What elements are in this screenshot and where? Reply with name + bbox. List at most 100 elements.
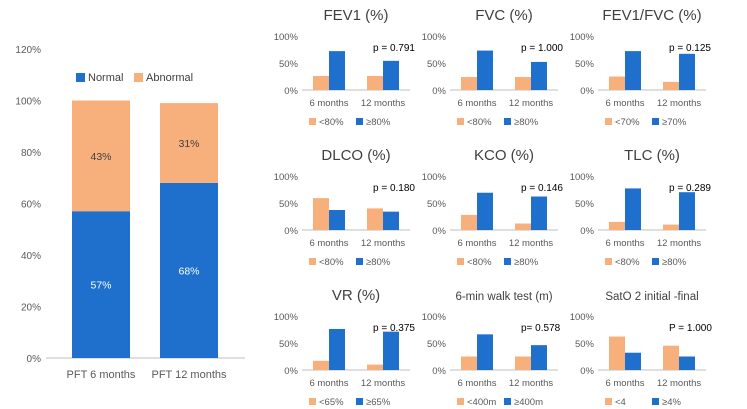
- bar-low: [367, 208, 383, 230]
- panel-chart: 6-min walk test (m) 0% 50% 100% 6 months 12 m…: [422, 291, 561, 408]
- panel-chart: FVC (%) 0% 50% 100% 6 months 12 months p = 1.0…: [422, 7, 564, 128]
- bar-high: [625, 188, 641, 230]
- bar-high: [679, 192, 695, 230]
- x-tick-label: 6 months: [457, 378, 496, 389]
- bar-high: [329, 210, 345, 230]
- y-tick-label: 100%: [570, 172, 595, 183]
- bar-high: [477, 192, 493, 230]
- y-tick-label: 0%: [27, 354, 42, 365]
- legend-swatch: [504, 118, 511, 125]
- bar-low: [461, 214, 477, 230]
- data-label: 31%: [178, 138, 199, 150]
- y-tick-label: 0%: [284, 366, 298, 377]
- y-tick-label: 50%: [575, 199, 595, 210]
- y-tick-label: 100%: [274, 312, 299, 323]
- legend-label: ≥80%: [366, 257, 391, 268]
- legend-swatch: [504, 258, 511, 265]
- y-tick-label: 100%: [274, 32, 299, 43]
- legend-swatch: [309, 258, 316, 265]
- legend-swatch: [652, 398, 659, 405]
- y-tick-label: 80%: [21, 148, 41, 159]
- legend: Normal Abnormal: [76, 72, 193, 84]
- panel-title: DLCO (%): [321, 147, 390, 164]
- bar-low: [609, 76, 625, 90]
- y-tick-label: 0%: [580, 226, 594, 237]
- legend-label: <80%: [467, 257, 492, 268]
- x-tick-label: PFT 12 months: [152, 369, 227, 381]
- stacked-bar-abnormal: [160, 103, 218, 183]
- panel-legend: <80% ≥80%: [457, 257, 539, 268]
- panel-title: SatO 2 initial -final: [605, 291, 698, 303]
- bar-high: [329, 328, 345, 370]
- x-tick-label: 12 months: [657, 238, 702, 249]
- panel-chart: FEV1/FVC (%) 0% 50% 100% 6 months 12 months p …: [570, 7, 712, 128]
- y-tick-label: 100%: [422, 172, 447, 183]
- bar-low: [461, 77, 477, 90]
- y-tick-label: 0%: [580, 86, 594, 97]
- p-value-annotation: p = 0.146: [521, 183, 563, 194]
- y-tick-label: 100%: [422, 312, 447, 323]
- bar-high: [625, 51, 641, 90]
- legend-label: ≥80%: [366, 117, 391, 128]
- data-label: 57%: [90, 280, 111, 292]
- bar-high: [531, 61, 547, 90]
- legend-label: <4: [615, 397, 626, 408]
- x-tick-label: 12 months: [509, 378, 554, 389]
- legend-label: Abnormal: [146, 72, 193, 84]
- legend-swatch: [504, 398, 511, 405]
- legend-swatch-abnormal: [134, 73, 143, 82]
- x-tick-label: 12 months: [657, 378, 702, 389]
- stacked-bar-normal: [72, 211, 130, 358]
- y-tick-label: 0%: [432, 226, 446, 237]
- bar-low: [663, 224, 679, 230]
- legend-swatch: [356, 118, 363, 125]
- legend-swatch: [457, 398, 464, 405]
- bar-low: [367, 364, 383, 370]
- panel-chart: FEV1 (%) 0% 50% 100% 6 months 12 months p = 0.…: [274, 7, 416, 128]
- panel-title: FVC (%): [475, 7, 533, 24]
- legend-swatch: [605, 398, 612, 405]
- stacked-bar-abnormal: [72, 100, 130, 212]
- legend-label: <80%: [615, 257, 640, 268]
- y-tick-label: 100%: [570, 32, 595, 43]
- main-stacked-chart: 0% 20% 40% 60% 80% 100% 120% 57% 43% PFT 6 months…: [15, 45, 245, 381]
- y-tick-label: 50%: [427, 339, 447, 350]
- y-tick-label: 50%: [279, 59, 299, 70]
- y-tick-label: 100%: [570, 312, 595, 323]
- legend-swatch: [309, 398, 316, 405]
- panel-legend: <4 ≥4%: [605, 397, 681, 408]
- legend-label: ≥65%: [366, 397, 391, 408]
- bar-high: [383, 211, 399, 230]
- p-value-annotation: p = 0.180: [373, 183, 415, 194]
- panel-legend: <80% ≥80%: [309, 117, 391, 128]
- y-tick-label: 0%: [580, 366, 594, 377]
- x-tick-label: 6 months: [309, 238, 348, 249]
- panel-title: FEV1 (%): [323, 7, 388, 24]
- legend-label: <80%: [319, 117, 344, 128]
- x-tick-label: 6 months: [457, 98, 496, 109]
- legend-swatch: [356, 398, 363, 405]
- p-value-annotation: p= 0.578: [521, 323, 561, 334]
- legend-label: <70%: [615, 117, 640, 128]
- panel-title: VR (%): [332, 287, 380, 304]
- bar-low: [609, 336, 625, 370]
- bar-low: [313, 75, 329, 90]
- legend-label: ≥80%: [662, 257, 687, 268]
- bar-high: [383, 331, 399, 370]
- bar-high: [531, 345, 547, 370]
- legend-label: ≥80%: [514, 117, 539, 128]
- legend-label: ≥400m: [514, 397, 543, 408]
- bar-low: [515, 356, 531, 370]
- data-label: 68%: [178, 265, 199, 277]
- panel-legend: <65% ≥65%: [309, 397, 391, 408]
- x-tick-label: 6 months: [605, 238, 644, 249]
- stacked-bar-normal: [160, 182, 218, 358]
- legend-label: <80%: [319, 257, 344, 268]
- bar-high: [625, 352, 641, 370]
- y-tick-label: 50%: [279, 199, 299, 210]
- y-tick-label: 100%: [422, 32, 447, 43]
- y-tick-label: 0%: [284, 226, 298, 237]
- legend-swatch: [605, 258, 612, 265]
- panel-chart: DLCO (%) 0% 50% 100% 6 months 12 months p = 0.…: [274, 147, 416, 268]
